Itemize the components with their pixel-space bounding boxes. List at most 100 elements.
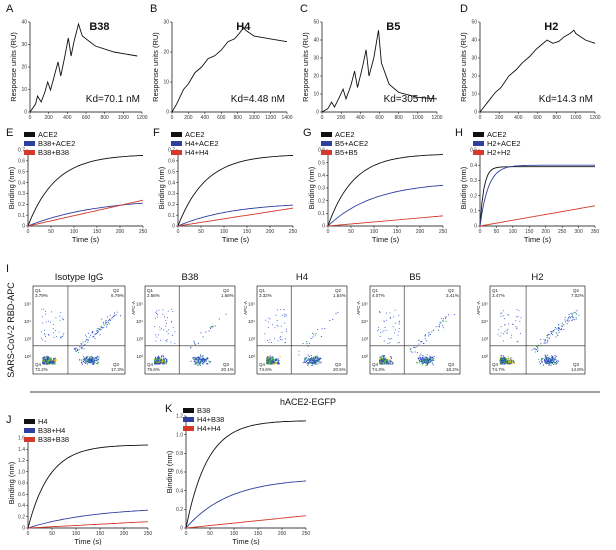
dot (97, 361, 98, 363)
dot (556, 360, 558, 362)
dot (280, 325, 282, 327)
x-axis-label: Time (s) (524, 235, 552, 244)
dot (411, 351, 413, 353)
dot (381, 355, 383, 357)
dot (114, 312, 115, 314)
dot (267, 356, 269, 358)
dot (54, 361, 57, 363)
dot (193, 358, 195, 360)
q1-label: Q1 (147, 288, 154, 293)
dot (512, 324, 514, 325)
dot (159, 329, 161, 331)
dot (171, 321, 173, 323)
panel-letter: K (165, 403, 173, 415)
x-tick-label: 250 (558, 229, 567, 235)
dot (423, 356, 425, 358)
dot (163, 359, 165, 361)
dot (207, 363, 209, 365)
x-tick-label: 600 (533, 115, 542, 121)
y-tick-label: 20 (21, 65, 27, 71)
dot (97, 332, 99, 334)
dot (104, 323, 106, 325)
x-tick-label: 200 (184, 115, 193, 121)
dot (45, 321, 47, 323)
q3-label: Q3 (335, 362, 342, 367)
panel-letter: E (6, 127, 13, 139)
dot (439, 324, 440, 326)
x-tick-label: 0 (177, 229, 180, 235)
dot (422, 362, 424, 364)
dot (307, 364, 309, 366)
dot (553, 360, 555, 362)
dot (552, 355, 553, 357)
dot (51, 363, 53, 365)
dot (425, 362, 427, 364)
dot (157, 361, 159, 363)
dot (214, 325, 216, 327)
dot (540, 363, 541, 365)
dot (87, 341, 89, 343)
x-tick-label: 0 (321, 115, 324, 121)
q4-value: 72.2% (35, 367, 48, 372)
dot (419, 360, 421, 362)
dot (384, 327, 386, 328)
dot (58, 331, 60, 333)
x-tick-label: 200 (337, 115, 346, 121)
dot (266, 361, 268, 363)
dot (94, 361, 96, 363)
dot (518, 310, 520, 312)
dot (551, 357, 553, 359)
dot (120, 315, 121, 317)
dot (508, 359, 510, 361)
dot (51, 361, 53, 363)
dot (506, 329, 508, 331)
dot (540, 339, 542, 341)
dot (551, 358, 553, 360)
dot (414, 351, 416, 353)
flow-y-tick: 10⁴ (481, 319, 488, 324)
dot (194, 343, 196, 345)
dot (427, 363, 429, 365)
dot (438, 329, 440, 331)
dot (41, 316, 43, 318)
x-axis-label: Time (s) (72, 235, 100, 244)
dot (507, 360, 509, 362)
dot (198, 360, 200, 362)
series-line (479, 164, 595, 227)
x-tick-label: 150 (393, 229, 402, 235)
dot (413, 346, 415, 348)
dot (277, 362, 279, 365)
y-axis-label: Response units (RU) (301, 32, 310, 102)
dot (422, 358, 424, 360)
dot (500, 354, 502, 357)
dot (75, 350, 77, 352)
dot (95, 358, 97, 360)
x-tick-label: 1400 (281, 115, 292, 121)
dot (89, 362, 91, 364)
dot (106, 326, 108, 328)
dot (61, 317, 63, 319)
x-tick-label: 400 (201, 115, 210, 121)
spr-title: H2 (544, 21, 558, 33)
dot (101, 327, 103, 329)
dot (548, 334, 550, 336)
dot (157, 359, 159, 361)
x-tick-label: 200 (416, 229, 425, 235)
dot (425, 359, 427, 361)
y-tick-label: 0 (316, 110, 319, 116)
dot (392, 362, 394, 364)
dot (275, 358, 277, 360)
dot (517, 341, 519, 342)
dot (317, 363, 319, 365)
legend-swatch (183, 417, 194, 422)
dot (519, 321, 521, 322)
dot (499, 359, 501, 361)
dot (318, 359, 320, 361)
x-tick-label: 0 (27, 531, 30, 537)
dot (91, 360, 93, 362)
dot (285, 315, 287, 317)
dot (42, 363, 44, 365)
dot (442, 325, 444, 327)
dot (279, 336, 281, 338)
